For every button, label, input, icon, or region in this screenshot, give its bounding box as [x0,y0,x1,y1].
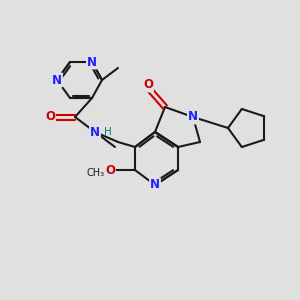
Text: H: H [104,127,112,137]
Text: N: N [87,56,97,68]
Text: CH₃: CH₃ [87,168,105,178]
Text: O: O [143,79,153,92]
Text: N: N [52,74,62,86]
Text: O: O [45,110,55,124]
Text: N: N [188,110,198,124]
Text: N: N [150,178,160,191]
Text: N: N [90,125,100,139]
Text: O: O [105,164,115,176]
